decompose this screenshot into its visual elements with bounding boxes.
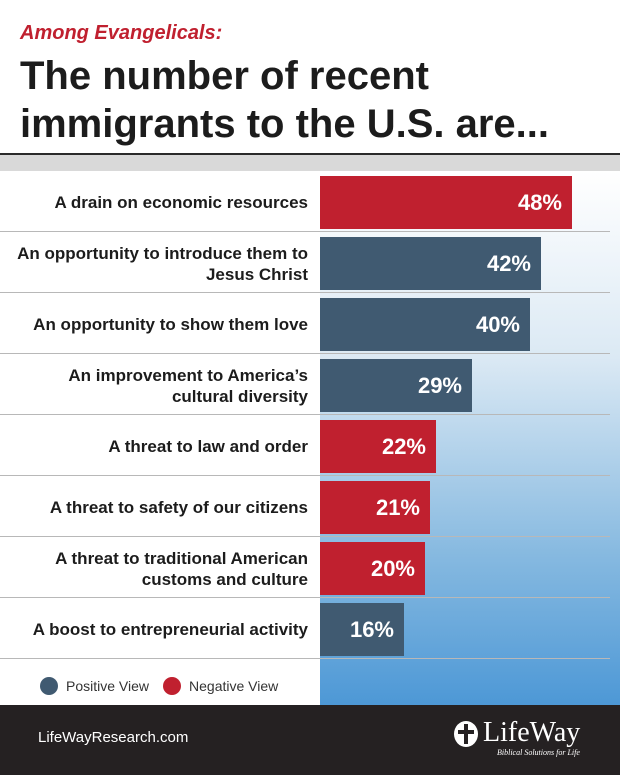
value-label-customs: 20% [370,555,415,581]
bar-chart: A drain on economic resources 48% An oppor… [0,171,620,671]
row-separator [0,231,610,232]
bar-diversity [320,359,472,412]
chart-subtitle: Among Evangelicals: [20,22,223,44]
value-label-diversity: 29% [417,372,462,398]
value-label-safety: 21% [375,494,420,520]
category-label-safety: A threat to safety of our citizens [49,498,308,517]
bar-law [320,420,436,473]
row-separator [0,658,610,659]
category-label-introduce: An opportunity to introduce them to Jesu… [17,243,308,284]
category-label-drain: A drain on economic resources [54,193,309,212]
row-separator [0,475,610,476]
row-separator [0,414,610,415]
bar-introduce [320,237,541,290]
category-label-diversity: An improvement to America’s cultural div… [68,365,308,406]
bar-love [320,298,530,351]
legend-swatch-negative [163,677,182,695]
category-label-customs: A threat to traditional American customs… [55,548,308,589]
value-label-introduce: 42% [486,250,531,276]
value-label-boost: 16% [349,616,394,642]
footer: LifeWayResearch.com LifeWay Biblical Sol… [0,705,620,775]
legend-item-negative: Negative View [163,677,278,695]
logo-tagline: Biblical Solutions for Life [497,748,580,757]
bar-drain [320,176,572,229]
value-label-law: 22% [381,433,426,459]
bar-boost [320,603,404,656]
logo-wordmark: LifeWay [483,717,581,748]
bar-customs [320,542,425,595]
bar-safety [320,481,430,534]
logo-mark-icon [454,721,478,747]
row-separator [0,536,610,537]
category-label-boost: A boost to entrepreneurial activity [32,620,308,639]
value-label-love: 40% [475,311,520,337]
row-separator [0,292,610,293]
legend-label-negative: Negative View [189,678,279,694]
category-label-love: An opportunity to show them love [33,315,308,334]
chart-title: The number of recent immigrants to the U… [20,54,550,146]
value-label-drain: 48% [517,189,562,215]
category-label-law: A threat to law and order [108,437,308,456]
legend-label-positive: Positive View [66,678,150,694]
legend: Positive View Negative View [40,676,292,696]
row-separator [0,170,610,171]
legend-swatch-positive [40,677,58,695]
row-separator [0,353,610,354]
lifeway-logo: LifeWay Biblical Solutions for Life [453,717,593,763]
row-separator [0,597,610,598]
legend-item-positive: Positive View [40,677,149,695]
header-divider [0,153,620,171]
website-link[interactable]: LifeWayResearch.com [38,729,189,746]
